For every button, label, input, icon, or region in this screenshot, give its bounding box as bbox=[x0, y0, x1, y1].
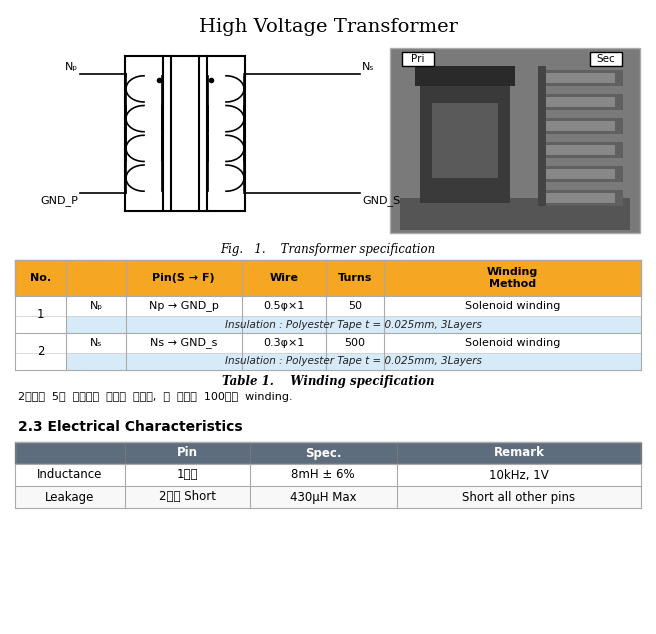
Bar bbox=[545, 97, 615, 107]
Bar bbox=[538, 70, 623, 86]
Bar bbox=[545, 193, 615, 203]
Text: Solenoid winding: Solenoid winding bbox=[464, 301, 560, 311]
Text: Table 1.    Winding specification: Table 1. Winding specification bbox=[222, 375, 434, 388]
Text: Insulation : Polyester Tape t = 0.025mm, 3Layers: Insulation : Polyester Tape t = 0.025mm,… bbox=[225, 356, 482, 366]
Bar bbox=[15, 486, 641, 508]
Bar bbox=[415, 66, 515, 86]
Text: Sec: Sec bbox=[596, 54, 615, 64]
Text: GND_S: GND_S bbox=[362, 195, 400, 206]
Bar bbox=[15, 464, 641, 486]
Text: Np → GND_p: Np → GND_p bbox=[149, 301, 218, 311]
Text: Turns: Turns bbox=[338, 273, 372, 283]
Text: 2.3 Electrical Characteristics: 2.3 Electrical Characteristics bbox=[18, 420, 243, 434]
Text: 1차측: 1차측 bbox=[176, 469, 198, 481]
Bar bbox=[420, 73, 510, 203]
Bar bbox=[15, 260, 641, 296]
Text: Nₛ: Nₛ bbox=[90, 338, 102, 348]
Text: 1: 1 bbox=[37, 308, 45, 321]
Bar bbox=[538, 118, 623, 134]
Text: 50: 50 bbox=[348, 301, 362, 311]
Bar bbox=[15, 296, 641, 333]
Text: Short all other pins: Short all other pins bbox=[462, 491, 575, 503]
Text: 430μH Max: 430μH Max bbox=[290, 491, 357, 503]
Text: 500: 500 bbox=[344, 338, 365, 348]
Text: Ns → GND_s: Ns → GND_s bbox=[150, 337, 217, 349]
Text: 10kHz, 1V: 10kHz, 1V bbox=[489, 469, 549, 481]
Text: No.: No. bbox=[30, 273, 51, 283]
Text: GND_P: GND_P bbox=[40, 195, 78, 206]
Bar bbox=[66, 353, 641, 370]
Text: Inductance: Inductance bbox=[37, 469, 102, 481]
Text: Leakage: Leakage bbox=[45, 491, 94, 503]
Text: Winding
Method: Winding Method bbox=[487, 267, 538, 289]
Text: 2차측의  5개  섹션으로  나눠져  있으며,  각  섹션에  100턴씩  winding.: 2차측의 5개 섹션으로 나눠져 있으며, 각 섹션에 100턴씩 windin… bbox=[18, 392, 293, 402]
Text: Nₛ: Nₛ bbox=[362, 62, 375, 72]
Bar bbox=[400, 198, 630, 230]
Bar bbox=[538, 166, 623, 182]
Text: Wire: Wire bbox=[270, 273, 298, 283]
Bar bbox=[15, 333, 641, 370]
Text: Insulation : Polyester Tape t = 0.025mm, 3Layers: Insulation : Polyester Tape t = 0.025mm,… bbox=[225, 320, 482, 330]
Text: High Voltage Transformer: High Voltage Transformer bbox=[199, 18, 457, 36]
Bar bbox=[545, 145, 615, 155]
Text: Solenoid winding: Solenoid winding bbox=[464, 338, 560, 348]
Bar bbox=[538, 190, 623, 206]
Text: Spec.: Spec. bbox=[305, 446, 342, 460]
Bar bbox=[545, 121, 615, 131]
Text: Fig.   1.    Transformer specification: Fig. 1. Transformer specification bbox=[220, 243, 436, 256]
Text: 0.5φ×1: 0.5φ×1 bbox=[263, 301, 304, 311]
Bar bbox=[545, 169, 615, 179]
Bar bbox=[538, 66, 546, 206]
Bar bbox=[402, 52, 434, 66]
Text: Pin(S → F): Pin(S → F) bbox=[152, 273, 215, 283]
Bar bbox=[545, 73, 615, 83]
Bar bbox=[538, 94, 623, 110]
Text: Pin: Pin bbox=[176, 446, 197, 460]
Bar bbox=[432, 103, 498, 178]
Text: 2차측 Short: 2차측 Short bbox=[159, 491, 216, 503]
Bar bbox=[538, 142, 623, 158]
Bar bbox=[15, 442, 641, 464]
Bar bbox=[590, 52, 622, 66]
Text: Remark: Remark bbox=[493, 446, 544, 460]
Text: Pri: Pri bbox=[411, 54, 424, 64]
Text: 2: 2 bbox=[37, 345, 45, 358]
Bar bbox=[66, 316, 641, 333]
Bar bbox=[390, 48, 640, 233]
Text: Nₚ: Nₚ bbox=[65, 62, 78, 72]
Text: 8mH ± 6%: 8mH ± 6% bbox=[291, 469, 355, 481]
Text: 0.3φ×1: 0.3φ×1 bbox=[263, 338, 304, 348]
Text: Nₚ: Nₚ bbox=[89, 301, 102, 311]
